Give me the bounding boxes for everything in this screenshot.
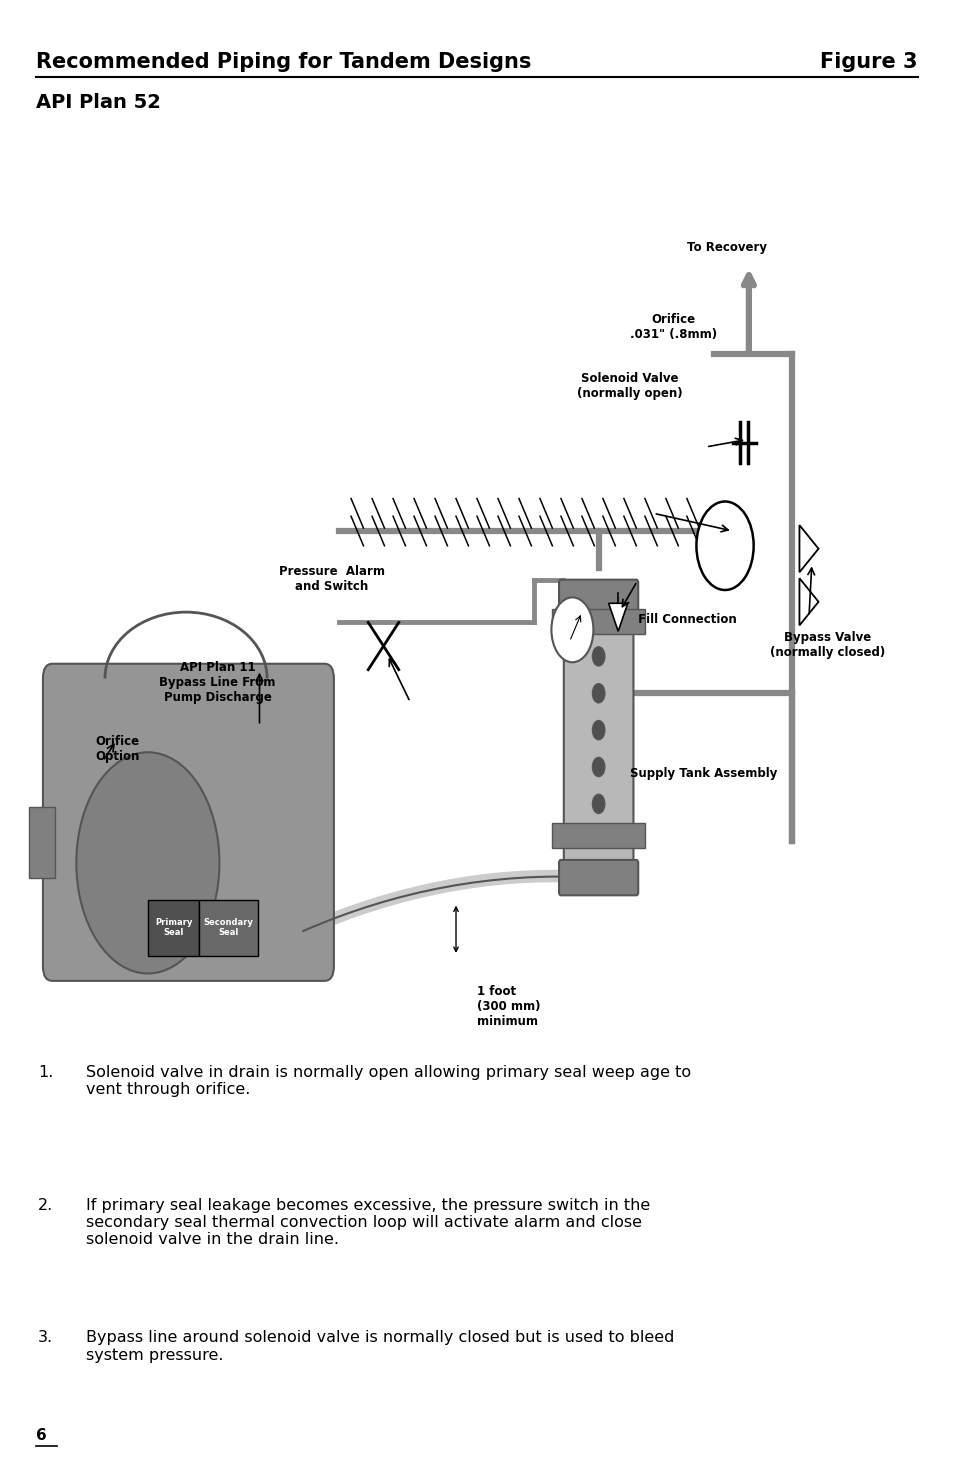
Text: Supply Tank Assembly: Supply Tank Assembly	[630, 767, 777, 780]
Bar	[552, 823, 644, 848]
Text: API Plan 11
Bypass Line From
Pump Discharge: API Plan 11 Bypass Line From Pump Discha…	[159, 661, 275, 704]
Text: 3.: 3.	[38, 1330, 53, 1345]
FancyBboxPatch shape	[563, 584, 633, 891]
Bar	[148, 900, 199, 956]
Circle shape	[592, 758, 604, 776]
Text: 1.: 1.	[38, 1065, 53, 1080]
Text: Bypass line around solenoid valve is normally closed but is used to bleed
system: Bypass line around solenoid valve is nor…	[86, 1330, 674, 1363]
Text: 2.: 2.	[38, 1198, 53, 1212]
FancyBboxPatch shape	[558, 580, 638, 615]
Text: 1 foot
(300 mm)
minimum: 1 foot (300 mm) minimum	[476, 985, 540, 1028]
Bar	[552, 609, 644, 634]
Polygon shape	[799, 578, 818, 625]
Text: Orifice
Option: Orifice Option	[95, 735, 140, 763]
FancyBboxPatch shape	[43, 664, 334, 981]
Text: Orifice
.031" (.8mm): Orifice .031" (.8mm)	[629, 313, 717, 341]
Text: Pressure  Alarm
and Switch: Pressure Alarm and Switch	[278, 565, 385, 593]
Circle shape	[592, 684, 604, 702]
Polygon shape	[608, 603, 627, 631]
Text: Figure 3: Figure 3	[820, 52, 917, 72]
Polygon shape	[799, 525, 818, 572]
Circle shape	[592, 794, 604, 814]
Bar	[29, 807, 55, 878]
Circle shape	[551, 597, 593, 662]
Circle shape	[696, 502, 753, 590]
Text: To Recovery: To Recovery	[686, 240, 766, 254]
Circle shape	[592, 646, 604, 665]
Text: Bypass Valve
(normally closed): Bypass Valve (normally closed)	[770, 631, 884, 659]
Bar	[199, 900, 257, 956]
Text: Recommended Piping for Tandem Designs: Recommended Piping for Tandem Designs	[36, 52, 531, 72]
Text: Primary
Seal: Primary Seal	[154, 917, 193, 938]
Text: API Plan 52: API Plan 52	[36, 93, 161, 112]
Text: Solenoid valve in drain is normally open allowing primary seal weep age to
vent : Solenoid valve in drain is normally open…	[86, 1065, 690, 1097]
Text: Solenoid Valve
(normally open): Solenoid Valve (normally open)	[577, 372, 681, 400]
Circle shape	[592, 720, 604, 739]
Circle shape	[76, 752, 219, 974]
FancyBboxPatch shape	[558, 860, 638, 895]
Text: If primary seal leakage becomes excessive, the pressure switch in the
secondary : If primary seal leakage becomes excessiv…	[86, 1198, 649, 1248]
Text: Secondary
Seal: Secondary Seal	[203, 917, 253, 938]
Text: 6: 6	[36, 1428, 47, 1443]
Text: Fill Connection: Fill Connection	[634, 614, 737, 625]
